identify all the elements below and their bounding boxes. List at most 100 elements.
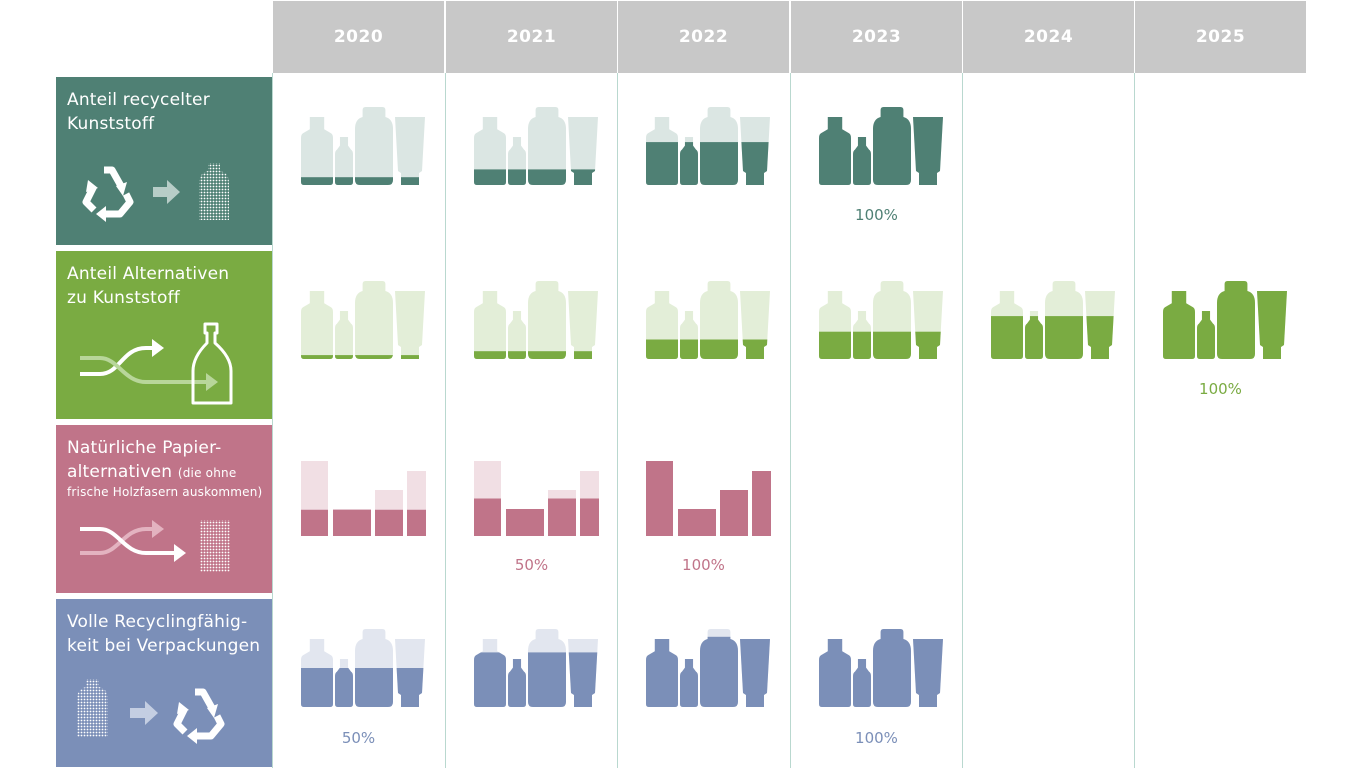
packaging-shape-fill <box>853 659 871 707</box>
packaging-shape-fill <box>474 169 506 185</box>
packaging-shape-empty <box>680 311 698 359</box>
packaging-shape-fill <box>1217 281 1255 359</box>
packaging-shape-fill <box>395 177 425 185</box>
packaging-shape-empty <box>853 311 871 359</box>
column-divider <box>445 73 446 768</box>
packaging-shape-fill <box>853 331 871 359</box>
packaging-shape-empty <box>1045 281 1083 359</box>
row-title-line: Volle Recyclingfähig- <box>67 612 248 632</box>
arrow-right-icon <box>153 180 180 204</box>
bottle-icon <box>199 163 229 220</box>
packaging-shape-empty <box>474 117 506 185</box>
paper-bar-fill <box>333 509 371 536</box>
recycle-to-bottle-icon <box>82 163 229 222</box>
packaging-shape-fill <box>355 668 393 707</box>
packaging-shape-fill <box>1025 316 1043 359</box>
packaging-shape-empty <box>1163 291 1195 359</box>
paper-bar-fill <box>474 498 501 536</box>
row-label-plastic-alternatives: Anteil Alternativen zu Kunststoff <box>56 251 272 419</box>
paper-bar-fill <box>580 498 599 536</box>
paper-bar-empty <box>407 471 426 536</box>
packaging-shape-empty <box>740 639 770 707</box>
row-title-line: keit bei Verpackungen <box>67 636 261 656</box>
packaging-shape-empty <box>355 281 393 359</box>
column-divider <box>617 73 618 768</box>
bottle-to-recycle-icon <box>77 679 225 744</box>
packaging-shape-empty <box>528 281 566 359</box>
packaging-shape-empty <box>528 107 566 185</box>
packaging-shape-fill <box>646 142 678 185</box>
paper-bar-fill <box>752 471 771 536</box>
packaging-shape-fill <box>508 659 526 707</box>
packaging-shape-fill <box>873 331 911 359</box>
packaging-group <box>1163 281 1287 359</box>
packaging-shape-fill <box>355 355 393 359</box>
packaging-shape-fill <box>873 629 911 707</box>
packaging-shape-empty <box>913 291 943 359</box>
percent-label: 100% <box>855 729 898 747</box>
packaging-shape-empty <box>1197 311 1215 359</box>
row-title-line: zu Kunststoff <box>67 288 180 308</box>
packaging-shape-empty <box>301 117 333 185</box>
packaging-shape-fill <box>355 177 393 185</box>
packaging-shape-fill <box>740 639 770 707</box>
year-header-2022: 2022 <box>618 1 789 73</box>
row-label-paper-alternatives: Natürliche Papier- alternativen (die ohn… <box>56 425 272 593</box>
paper-icon <box>200 520 230 572</box>
packaging-shape-empty <box>853 659 871 707</box>
packaging-shape-empty <box>873 107 911 185</box>
row-label-recycled-plastic: Anteil recycelter Kunststoff <box>56 77 272 245</box>
packaging-shape-fill <box>528 351 566 359</box>
arrow-right-icon <box>130 701 158 725</box>
packaging-shape-fill <box>680 659 698 707</box>
packaging-shape-fill <box>1257 291 1287 359</box>
row-title-line: Natürliche Papier- <box>67 438 222 458</box>
paper-bar-group <box>301 461 426 536</box>
packaging-shape-empty <box>740 291 770 359</box>
switch-arrows-icon <box>80 527 174 555</box>
paper-bar-empty <box>548 490 576 536</box>
packaging-group <box>819 107 943 185</box>
paper-bar-empty <box>580 471 599 536</box>
paper-bar-fill <box>678 509 716 536</box>
packaging-shape-empty <box>700 107 738 185</box>
packaging-group <box>646 281 770 359</box>
packaging-shape-fill <box>335 177 353 185</box>
paper-bar-empty <box>646 461 673 536</box>
packaging-shape-fill <box>700 339 738 359</box>
packaging-group <box>301 281 425 359</box>
packaging-shape-empty <box>680 659 698 707</box>
packaging-shape-fill <box>568 169 598 185</box>
packaging-shape-empty <box>819 639 851 707</box>
column-divider <box>790 73 791 768</box>
packaging-shape-empty <box>508 659 526 707</box>
packaging-group <box>819 629 943 707</box>
packaging-shape-empty <box>301 639 333 707</box>
paper-bar-fill <box>720 490 748 536</box>
paper-bar-fill <box>506 509 544 536</box>
percent-label: 50% <box>514 556 549 574</box>
packaging-shape-fill <box>853 137 871 185</box>
paper-bar-fill <box>375 509 403 536</box>
column-divider <box>272 73 273 768</box>
packaging-shape-empty <box>335 137 353 185</box>
row-title: Volle Recyclingfähig- keit bei Verpackun… <box>67 610 267 658</box>
switch-to-paper-icon <box>80 520 230 572</box>
packaging-shape-empty <box>1025 311 1043 359</box>
packaging-group <box>991 281 1115 359</box>
packaging-shape-empty <box>568 117 598 185</box>
packaging-shape-fill <box>680 339 698 359</box>
packaging-shape-empty <box>913 117 943 185</box>
packaging-group <box>819 281 943 359</box>
packaging-shape-fill <box>819 639 851 707</box>
packaging-shape-fill <box>474 351 506 359</box>
glass-bottle-icon <box>191 322 233 405</box>
packaging-shape-empty <box>646 639 678 707</box>
packaging-shape-fill <box>1085 316 1115 359</box>
packaging-shape-fill <box>508 169 526 185</box>
packaging-shape-empty <box>991 291 1023 359</box>
packaging-shape-fill <box>301 668 333 707</box>
packaging-shape-fill <box>700 636 738 707</box>
packaging-shape-fill <box>991 316 1023 359</box>
